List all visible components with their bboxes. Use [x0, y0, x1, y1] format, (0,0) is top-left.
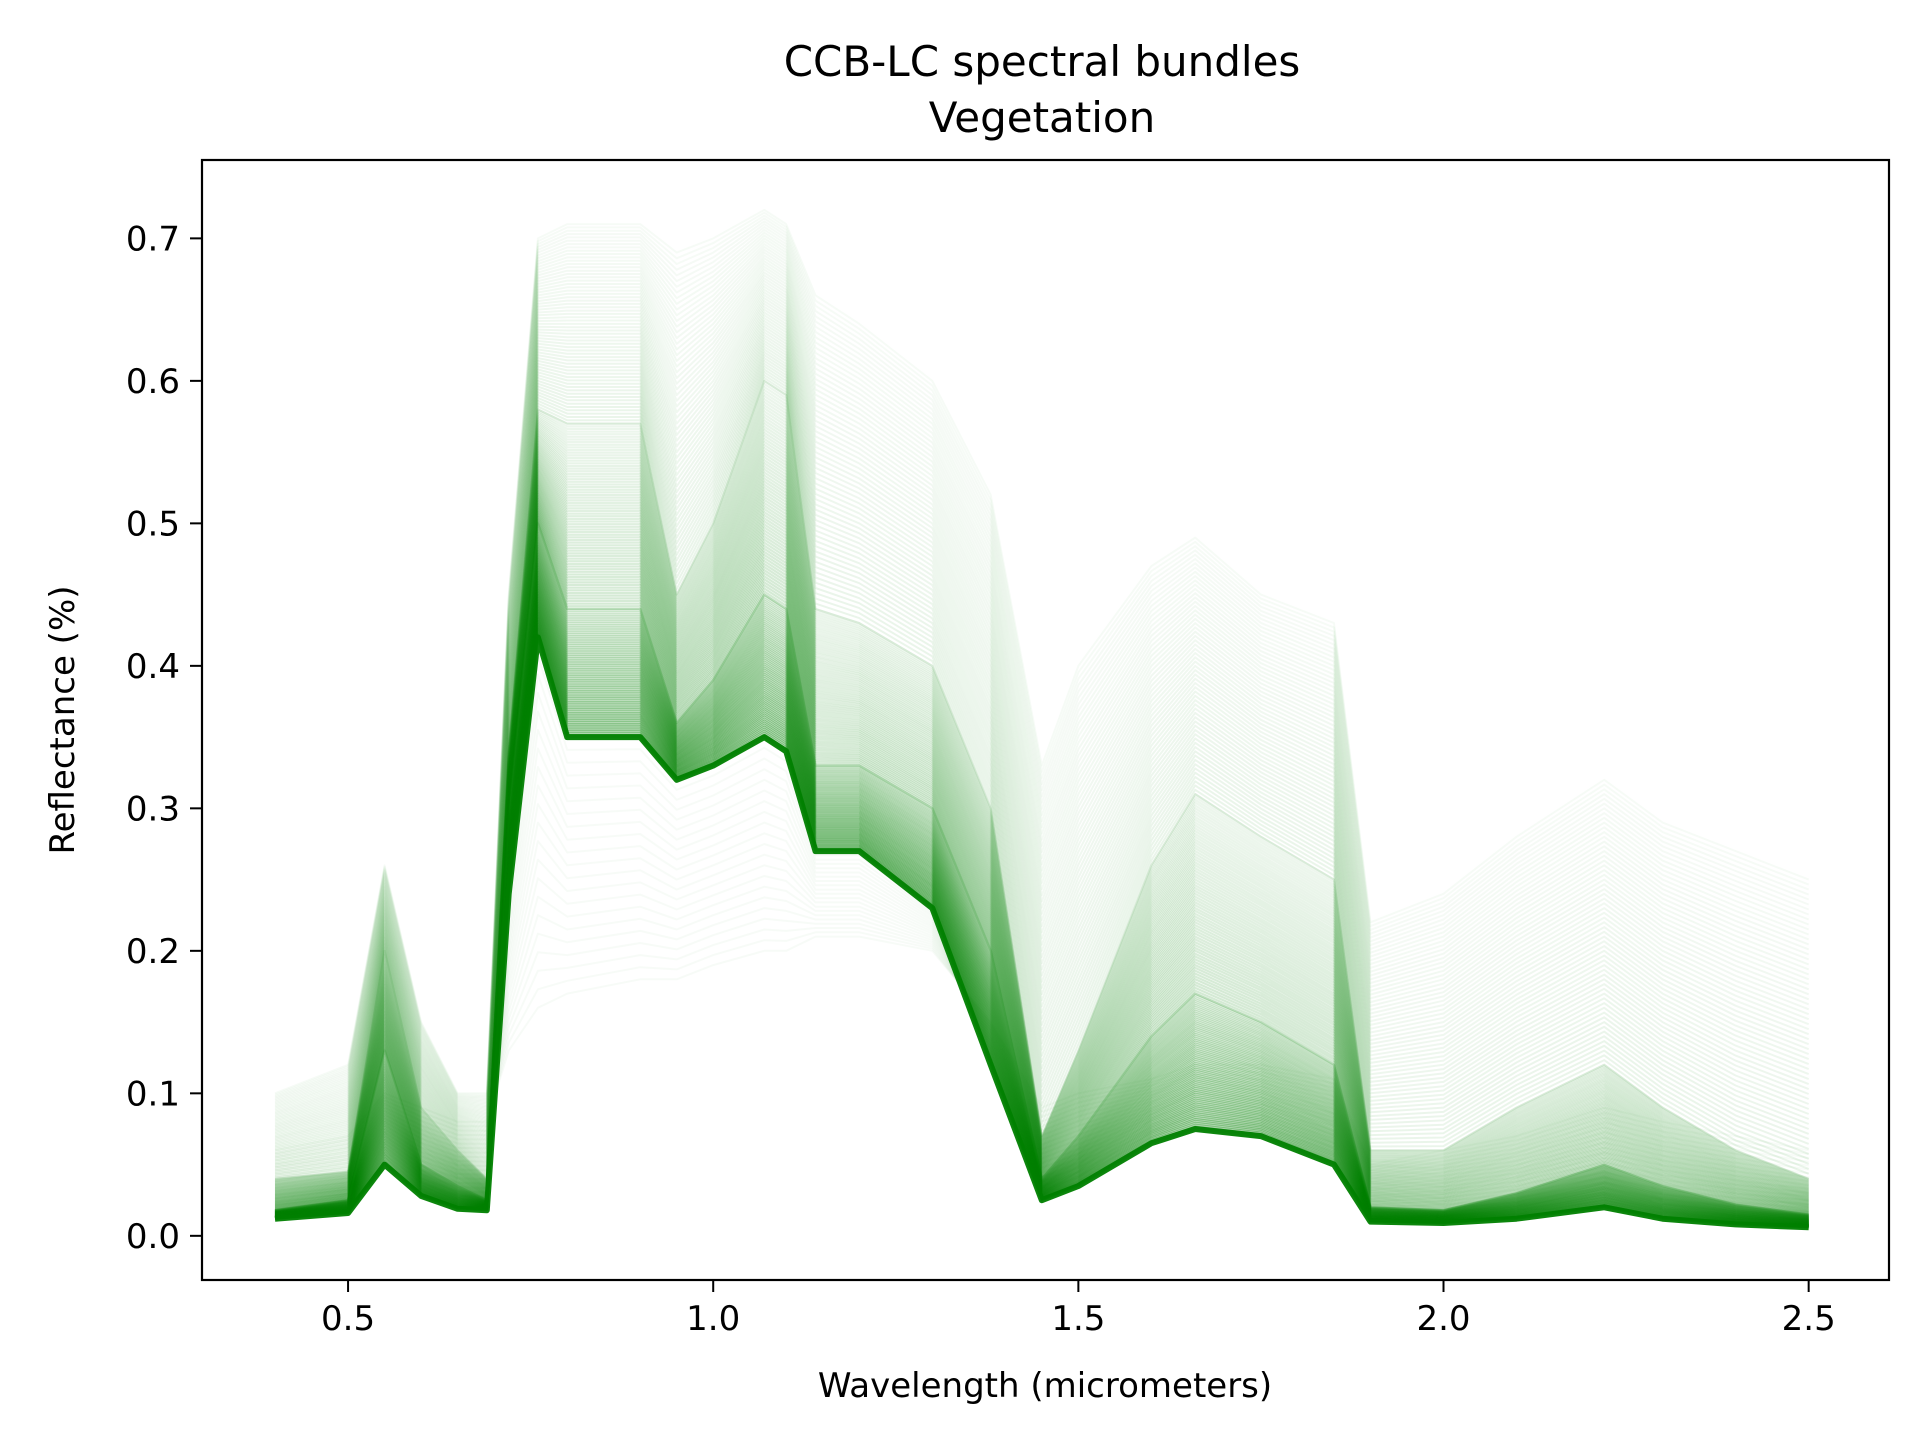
- spectrum-line: [274, 300, 1810, 1140]
- spectrum-line: [274, 237, 1810, 1109]
- spectrum-line: [274, 311, 1810, 1146]
- spectrum-line: [274, 260, 1810, 1120]
- y-axis-label: Reflectance (%): [43, 585, 83, 854]
- spectrum-line: [274, 257, 1810, 1119]
- spectral-bundle: [274, 226, 1810, 1231]
- x-tick-label: 1.0: [686, 1299, 740, 1339]
- spectrum-line: [274, 240, 1810, 1110]
- spectrum-line: [274, 251, 1810, 1116]
- spectrum-line: [274, 314, 1810, 1148]
- y-tick-label: 0.5: [126, 504, 180, 544]
- y-tick-label: 0.3: [126, 789, 180, 829]
- spectrum-line: [274, 254, 1810, 1118]
- spectrum-line: [274, 245, 1810, 1113]
- x-axis-ticks: 0.5 1.0 1.5 2.0 2.5: [321, 1280, 1836, 1339]
- y-tick-label: 0.6: [126, 362, 180, 402]
- x-axis-label: Wavelength (micrometers): [818, 1366, 1272, 1406]
- y-tick-label: 0.4: [126, 647, 180, 687]
- spectrum-line: [274, 320, 1810, 1150]
- y-tick-label: 0.0: [126, 1217, 180, 1257]
- spectrum-line: [274, 226, 1810, 1103]
- spectrum-line: [274, 283, 1810, 1132]
- spectrum-line: [274, 265, 1810, 1123]
- spectrum-line: [274, 288, 1810, 1135]
- x-tick-label: 0.5: [321, 1299, 375, 1339]
- spectrum-line: [274, 302, 1810, 1142]
- spectrum-line: [274, 277, 1810, 1129]
- spectrum-line: [274, 328, 1810, 1155]
- spectrum-line: [274, 294, 1810, 1138]
- spectrum-line: [274, 274, 1810, 1128]
- x-tick-label: 2.0: [1416, 1299, 1470, 1339]
- spectrum-line: [274, 351, 1810, 1166]
- spectrum-line: [274, 305, 1810, 1143]
- x-tick-label: 2.5: [1782, 1299, 1836, 1339]
- spectrum-line: [274, 234, 1810, 1108]
- plot-frame: [200, 158, 1891, 1282]
- spectrum-line: [274, 340, 1810, 1160]
- spectrum-line: [274, 285, 1810, 1133]
- y-axis-ticks: 0.0 0.1 0.2 0.3 0.4 0.5 0.6 0.7: [126, 219, 202, 1257]
- chart-subtitle: Vegetation: [929, 93, 1155, 142]
- spectrum-line: [274, 317, 1810, 1149]
- spectrum-line: [274, 268, 1810, 1125]
- spectrum-line: [274, 348, 1810, 1165]
- spectrum-line: [274, 342, 1810, 1162]
- spectrum-line: [274, 354, 1810, 1167]
- spectrum-line: [274, 325, 1810, 1153]
- spectrum-line: [274, 297, 1810, 1139]
- spectrum-line: [274, 322, 1810, 1152]
- spectrum-line: [274, 291, 1810, 1136]
- y-tick-label: 0.1: [126, 1074, 180, 1114]
- spectrum-line: [274, 337, 1810, 1159]
- x-tick-label: 1.5: [1051, 1299, 1105, 1339]
- spectrum-line: [274, 271, 1810, 1126]
- spectrum-line: [274, 308, 1810, 1145]
- spectrum-line: [274, 263, 1810, 1122]
- spectrum-line: [274, 334, 1810, 1157]
- spectrum-line: [274, 248, 1810, 1115]
- spectrum-line: [274, 331, 1810, 1156]
- spectrum-line: [274, 228, 1810, 1105]
- y-tick-label: 0.2: [126, 932, 180, 972]
- y-tick-label: 0.7: [126, 219, 180, 259]
- chart-title: CCB-LC spectral bundles: [784, 37, 1301, 86]
- spectrum-line: [274, 231, 1810, 1106]
- spectrum-line: [274, 345, 1810, 1163]
- spectrum-line: [274, 280, 1810, 1130]
- spectrum-line: [274, 243, 1810, 1112]
- spectrum-line: [274, 634, 1809, 1231]
